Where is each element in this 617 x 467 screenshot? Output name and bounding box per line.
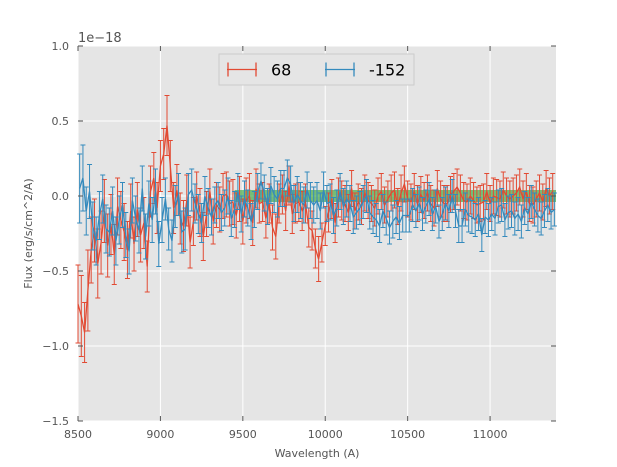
x-tick-label: 10500: [390, 428, 425, 441]
x-tick-label: 9500: [229, 428, 257, 441]
y-tick-label: 0.0: [52, 190, 70, 203]
y-offset-label: 1e−18: [78, 31, 122, 46]
axis-ticks: 8500 9000 9500 10000 10500 11000 −1.5 −1.0 −0.5 0…: [42, 40, 556, 441]
legend-label: 68: [271, 61, 291, 80]
x-axis-label: Wavelength (A): [275, 447, 360, 460]
legend: 68 -152: [218, 53, 415, 86]
y-tick-label: 0.5: [52, 115, 70, 128]
series-b: [77, 144, 557, 275]
series-layer: [75, 95, 557, 363]
y-tick-label: −1.0: [42, 340, 69, 353]
y-tick-label: −0.5: [42, 265, 69, 278]
series-line: [78, 176, 555, 252]
x-tick-label: 9000: [146, 428, 174, 441]
y-tick-label: 1.0: [52, 40, 70, 53]
x-tick-label: 11000: [473, 428, 508, 441]
y-tick-label: −1.5: [42, 415, 69, 428]
y-axis-label: Flux (erg/s/cm^2/A): [22, 178, 35, 288]
x-tick-label: 10000: [308, 428, 343, 441]
legend-label: -152: [369, 61, 405, 80]
x-tick-label: 8500: [64, 428, 92, 441]
